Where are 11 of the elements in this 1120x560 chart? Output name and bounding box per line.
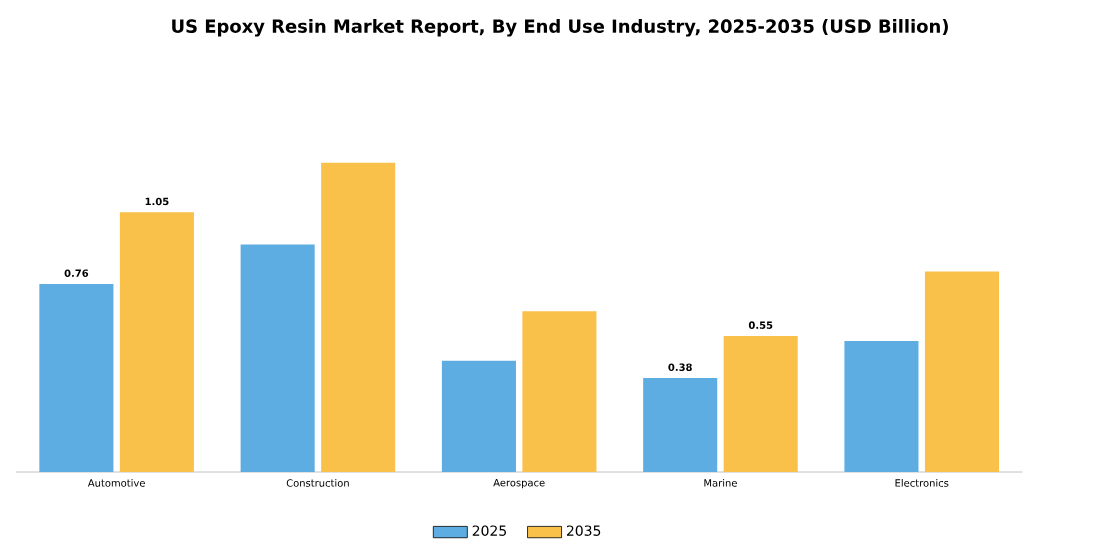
bar [39, 283, 114, 472]
bar [723, 335, 798, 472]
bar [240, 244, 315, 472]
bar [643, 377, 718, 472]
bar [924, 271, 999, 472]
bar [441, 360, 516, 472]
bar [844, 340, 919, 472]
bar [522, 311, 597, 472]
bar [321, 162, 396, 472]
bar [119, 212, 194, 472]
chart-title: US Epoxy Resin Market Report, By End Use Industry, 2025-2035 (USD Billion) [172, 19, 948, 37]
